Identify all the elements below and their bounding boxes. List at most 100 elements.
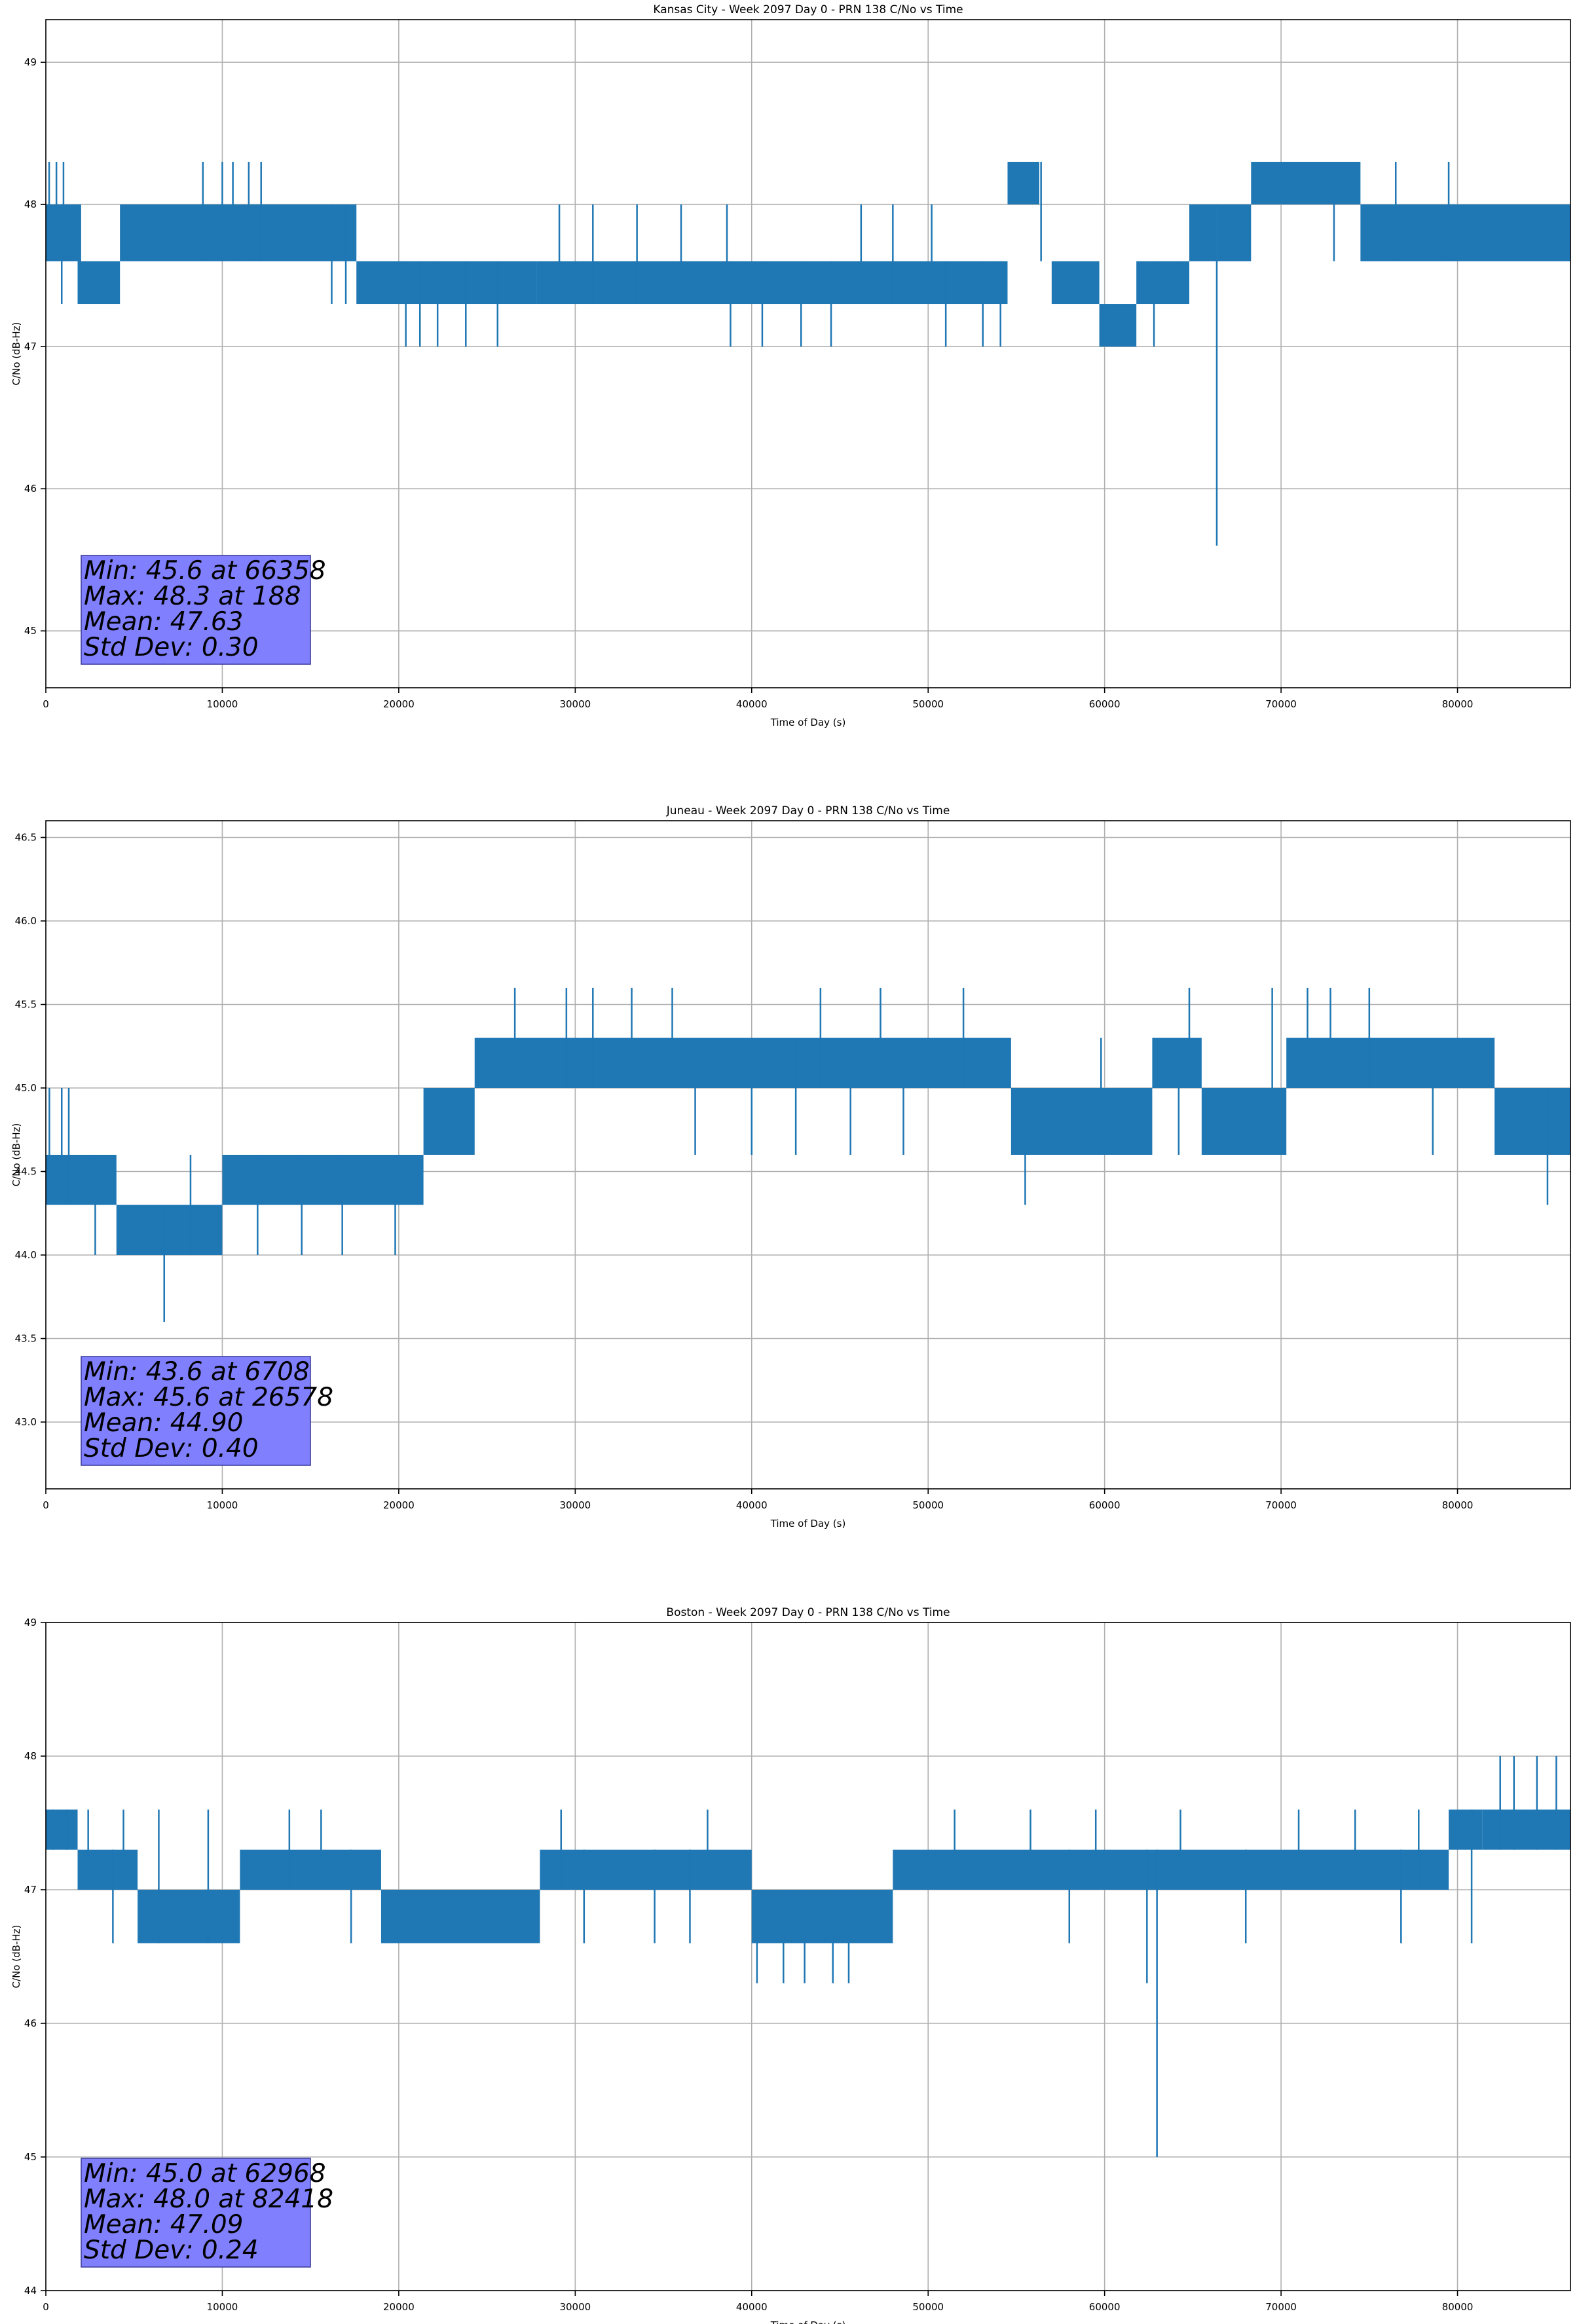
x-tick-label: 80000 [1442, 2301, 1474, 2313]
chart-panel: 0 10000 20000 30000 40000 50000 60000 70000 8000… [10, 1606, 1571, 2324]
chart-title: Boston - Week 2097 Day 0 - PRN 138 C/No … [666, 1606, 950, 1619]
data-band [1007, 162, 1039, 205]
data-band [1449, 1809, 1483, 1850]
stats-line: Mean: 44.90 [84, 1408, 243, 1438]
data-band [116, 1205, 223, 1255]
data-band [240, 1849, 381, 1890]
y-tick-label: 43.0 [15, 1416, 37, 1428]
x-tick-label: 40000 [736, 1499, 768, 1511]
x-tick-label: 30000 [559, 698, 591, 710]
data-band [1011, 1088, 1153, 1155]
x-tick-label: 70000 [1265, 698, 1297, 710]
data-band [138, 1890, 240, 1943]
data-band [77, 261, 121, 305]
x-tick-label: 60000 [1089, 2301, 1121, 2313]
data-band [1099, 304, 1137, 347]
data-band [1217, 204, 1252, 261]
y-tick-label: 43.5 [15, 1333, 37, 1345]
x-tick-label: 0 [43, 2301, 49, 2313]
data-band [380, 1890, 540, 1943]
x-tick-label: 20000 [383, 2301, 415, 2313]
axes-frame [45, 19, 1571, 688]
x-tick-label: 20000 [383, 698, 415, 710]
x-tick-label: 70000 [1265, 1499, 1297, 1511]
x-tick-label: 60000 [1089, 1499, 1121, 1511]
y-tick-label: 44.5 [15, 1166, 37, 1178]
data-band [1360, 204, 1570, 261]
y-tick-label: 47 [24, 341, 37, 352]
axes-frame [45, 1622, 1571, 2291]
data-band [356, 261, 537, 305]
data-band [893, 1849, 1449, 1890]
stats-box [81, 1356, 311, 1466]
stats-line: Std Dev: 0.30 [84, 633, 259, 662]
y-tick-label: 48 [24, 198, 37, 210]
data-band [1051, 261, 1100, 305]
stats-line: Max: 48.3 at 188 [84, 582, 301, 611]
x-tick-label: 50000 [912, 1499, 944, 1511]
data-band [751, 1890, 893, 1943]
stats-box [81, 2158, 311, 2268]
data-band [540, 1849, 752, 1890]
chart-title: Juneau - Week 2097 Day 0 - PRN 138 C/No … [666, 804, 950, 817]
y-tick-label: 46 [24, 2017, 37, 2029]
data-band [46, 1809, 78, 1850]
y-tick-label: 44.0 [15, 1249, 37, 1261]
x-tick-label: 0 [43, 1499, 49, 1511]
data-band [1286, 1038, 1495, 1088]
x-tick-label: 60000 [1089, 698, 1121, 710]
data-band [423, 1088, 475, 1155]
stats-line: Min: 45.0 at 62968 [84, 2159, 326, 2188]
data-band [222, 1155, 424, 1205]
stats-line: Min: 43.6 at 6708 [84, 1357, 310, 1387]
y-tick-label: 46.0 [15, 915, 37, 927]
data-band [474, 1038, 1011, 1088]
y-tick-label: 47 [24, 1884, 37, 1896]
x-tick-label: 80000 [1442, 1499, 1474, 1511]
y-tick-label: 46 [24, 483, 37, 495]
stats-line: Mean: 47.09 [84, 2210, 243, 2240]
data-band [1494, 1088, 1570, 1155]
y-axis-label: C/No (dB-Hz) [10, 1123, 22, 1187]
stats-box [81, 555, 311, 665]
y-tick-label: 46.5 [15, 832, 37, 844]
x-tick-label: 30000 [559, 1499, 591, 1511]
x-tick-label: 30000 [559, 2301, 591, 2313]
y-axis-label: C/No (dB-Hz) [10, 322, 22, 386]
y-axis-label: C/No (dB-Hz) [10, 1925, 22, 1989]
y-tick-label: 49 [24, 1617, 37, 1628]
y-tick-label: 48 [24, 1750, 37, 1762]
chart-title: Kansas City - Week 2097 Day 0 - PRN 138 … [653, 3, 963, 16]
data-band [46, 1155, 117, 1205]
data-band [1152, 1038, 1202, 1088]
data-band [1482, 1809, 1570, 1850]
data-band [1189, 204, 1218, 261]
data-band [536, 261, 1008, 305]
stats-line: Max: 45.6 at 26578 [84, 1383, 333, 1412]
data-band [77, 1849, 109, 1890]
data-band [1251, 162, 1361, 205]
stats-line: Std Dev: 0.40 [84, 1434, 259, 1463]
data-band [120, 204, 357, 261]
x-tick-label: 50000 [912, 2301, 944, 2313]
axes-frame [45, 820, 1571, 1490]
x-axis-label: Time of Day (s) [770, 1518, 846, 1529]
y-tick-label: 49 [24, 56, 37, 68]
x-tick-label: 50000 [912, 698, 944, 710]
x-tick-label: 10000 [207, 698, 238, 710]
chart-panel: 0 10000 20000 30000 40000 50000 60000 70000 8000… [10, 804, 1571, 1529]
x-tick-label: 40000 [736, 698, 768, 710]
y-tick-label: 44 [24, 2285, 37, 2296]
x-axis-label: Time of Day (s) [770, 717, 846, 728]
x-axis-label: Time of Day (s) [770, 2319, 846, 2324]
x-tick-label: 10000 [207, 1499, 238, 1511]
y-tick-label: 45.0 [15, 1082, 37, 1094]
data-band [1201, 1088, 1287, 1155]
y-tick-label: 45 [24, 2151, 37, 2163]
x-tick-label: 10000 [207, 2301, 238, 2313]
x-tick-label: 20000 [383, 1499, 415, 1511]
y-tick-label: 45.5 [15, 999, 37, 1011]
x-tick-label: 70000 [1265, 2301, 1297, 2313]
stats-line: Min: 45.6 at 66358 [84, 556, 326, 586]
